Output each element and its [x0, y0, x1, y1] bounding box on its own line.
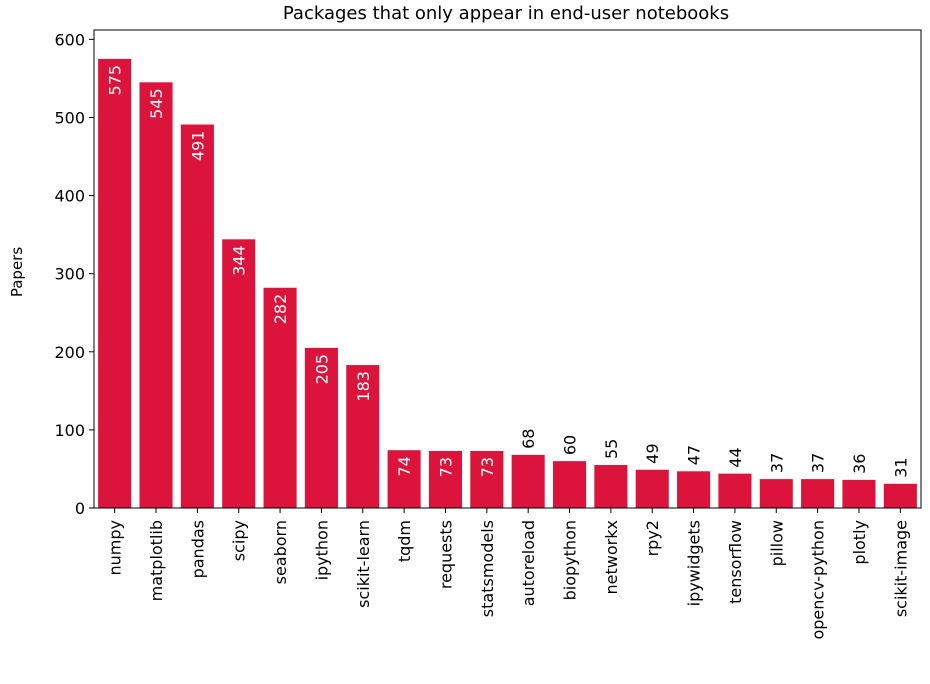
x-tick-label-scikit-learn: scikit-learn [354, 520, 373, 608]
bar-value-label: 344 [230, 245, 249, 276]
bar-value-label: 545 [147, 88, 166, 119]
bar-value-label: 31 [891, 457, 910, 477]
bar-value-label: 68 [519, 429, 538, 449]
bar-plotly [842, 479, 876, 508]
bar-tqdm [387, 450, 421, 508]
bar-requests [428, 450, 463, 508]
x-tick-label-tqdm: tqdm [395, 520, 414, 562]
bar-scipy [222, 239, 256, 508]
y-tick-label: 200 [54, 343, 85, 362]
axes-frame [93, 29, 922, 509]
bar-pillow [759, 479, 793, 508]
bar-value-label: 73 [436, 457, 455, 477]
x-tick-label-numpy: numpy [106, 520, 125, 576]
bar-ipython [304, 347, 338, 508]
bar-value-label: 36 [850, 454, 869, 474]
x-tick-label-scikit-image: scikit-image [891, 520, 910, 617]
bar-value-label: 205 [312, 354, 331, 385]
bar-statsmodels [470, 450, 504, 508]
x-tick-label-pillow: pillow [767, 520, 786, 566]
bar-value-label: 44 [726, 447, 745, 467]
x-tick-label-opencv-python: opencv-python [809, 520, 828, 640]
bar-value-label: 575 [106, 65, 125, 96]
bar-networkx [594, 465, 628, 508]
bar-matplotlib [139, 82, 173, 508]
bar-ipywidgets [677, 471, 711, 508]
x-tick-label-ipywidgets: ipywidgets [685, 520, 704, 606]
y-tick-label: 400 [54, 187, 85, 206]
x-tick-label-matplotlib: matplotlib [147, 520, 166, 601]
x-tick-label-pandas: pandas [188, 520, 207, 578]
bar-pandas [180, 124, 214, 508]
bar-numpy [98, 58, 132, 509]
plot-area: 575 numpy 545 matplotlib 491 pandas 344 scipy 28… [54, 29, 922, 640]
bar-rpy2 [635, 469, 669, 508]
y-tick-label: 300 [54, 265, 85, 284]
x-tick-label-tensorflow: tensorflow [726, 520, 745, 604]
bar-seaborn [263, 287, 297, 508]
bar-value-label: 60 [561, 435, 580, 455]
y-tick-label: 0 [75, 499, 85, 518]
bar-value-label: 491 [188, 131, 207, 162]
bar-value-label: 73 [478, 457, 497, 477]
x-tick-label-plotly: plotly [850, 520, 869, 565]
bar-opencv-python [801, 479, 835, 508]
bar-value-label: 74 [395, 456, 414, 476]
chart-title: Packages that only appear in end-user no… [283, 3, 729, 24]
bar-biopython [552, 461, 587, 508]
y-tick-label: 600 [54, 30, 85, 49]
y-tick-label: 100 [54, 421, 85, 440]
bar-autoreload [511, 454, 545, 508]
bar-value-label: 183 [354, 371, 373, 402]
bar-value-label: 47 [685, 445, 704, 465]
y-tick-label: 500 [54, 108, 85, 127]
x-tick-label-networkx: networkx [602, 520, 621, 594]
bar-value-label: 55 [602, 439, 621, 459]
x-tick-label-ipython: ipython [312, 520, 331, 580]
bar-tensorflow [718, 473, 752, 508]
bar-value-label: 282 [271, 294, 290, 325]
x-tick-label-scipy: scipy [230, 520, 249, 561]
bar-value-label: 37 [767, 453, 786, 473]
bar-scikit-image [883, 483, 917, 508]
x-tick-label-seaborn: seaborn [271, 520, 290, 584]
x-tick-label-requests: requests [436, 520, 455, 589]
bar-scikit-learn [346, 365, 380, 508]
x-tick-label-autoreload: autoreload [519, 520, 538, 606]
y-axis-label: Papers [8, 247, 26, 297]
bar-value-label: 37 [809, 453, 828, 473]
x-tick-label-biopython: biopython [561, 520, 580, 600]
x-tick-label-statsmodels: statsmodels [478, 520, 497, 617]
x-tick-label-rpy2: rpy2 [643, 520, 662, 556]
bar-value-label: 49 [643, 443, 662, 463]
